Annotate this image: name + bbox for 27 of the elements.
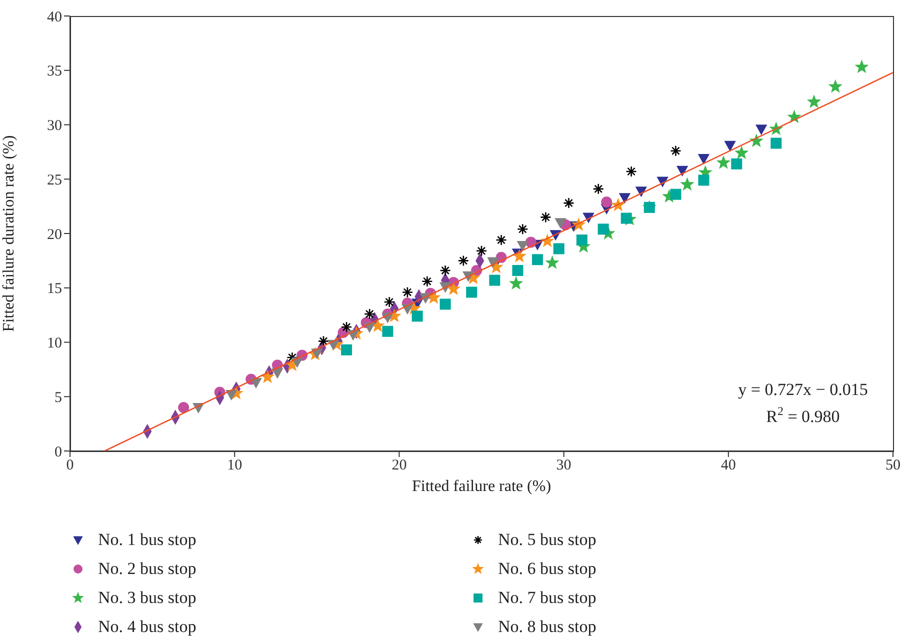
y-tick-label: 40 — [47, 9, 62, 26]
legend-label: No. 5 bus stop — [498, 530, 596, 550]
legend-label: No. 6 bus stop — [498, 558, 596, 578]
y-tick-label: 20 — [47, 226, 62, 243]
annotation: y = 0.727x − 0.015 — [738, 380, 868, 399]
annotation: R$^{2}$ = 0.980 — [766, 404, 840, 426]
y-tick-label: 25 — [47, 172, 62, 188]
y-axis-title: Fitted failure duration rate (%) — [0, 135, 18, 332]
y-tick-label: 35 — [47, 64, 62, 80]
x-tick-label: 20 — [392, 458, 407, 474]
legend-label: No. 4 bus stop — [98, 616, 196, 636]
x-axis-title: Fitted failure rate (%) — [412, 478, 552, 495]
legend-label: No. 7 bus stop — [498, 588, 596, 608]
x-tick-label: 0 — [66, 458, 74, 474]
x-tick-label: 30 — [556, 458, 572, 474]
y-tick-label: 15 — [47, 281, 62, 298]
legend-label: No. 8 bus stop — [498, 616, 596, 636]
y-tick-label: 30 — [47, 118, 62, 134]
y-tick-label: 0 — [54, 444, 62, 460]
x-tick-label: 10 — [227, 458, 242, 474]
y-tick-label: 10 — [47, 336, 62, 352]
y-tick-label: 5 — [54, 390, 62, 406]
x-tick-label: 40 — [720, 458, 736, 474]
legend-label: No. 3 bus stop — [98, 588, 196, 608]
legend-label: No. 2 bus stop — [98, 558, 196, 578]
legend-label: No. 1 bus stop — [98, 530, 196, 550]
x-tick-label: 50 — [886, 458, 900, 474]
